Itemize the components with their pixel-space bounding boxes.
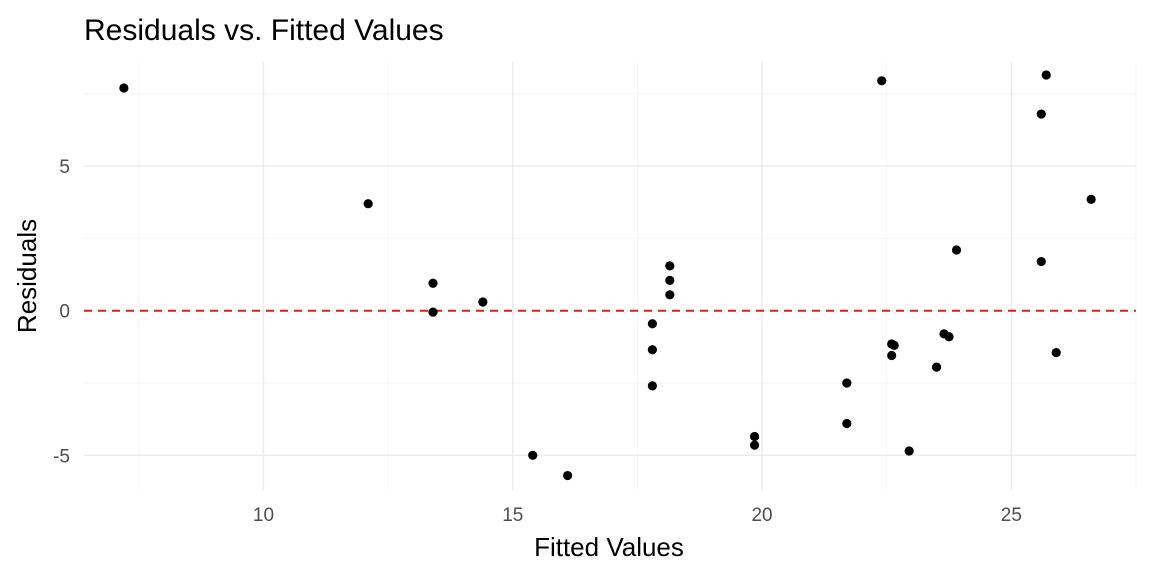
data-point <box>749 440 760 450</box>
data-point <box>363 199 373 209</box>
x-tick-label: 20 <box>751 505 772 526</box>
chart-title: Residuals vs. Fitted Values <box>84 14 444 47</box>
data-point <box>887 350 897 361</box>
y-axis-title: Residuals <box>12 219 42 333</box>
minor-gridlines <box>84 62 1137 490</box>
data-point <box>904 446 914 456</box>
data-point <box>1086 194 1096 204</box>
data-point <box>647 381 657 391</box>
data-point <box>665 275 675 285</box>
data-points <box>119 70 1096 481</box>
data-point <box>1036 109 1046 119</box>
data-point <box>944 332 954 342</box>
x-axis-title: Fitted Values <box>534 532 684 562</box>
data-point <box>1036 256 1046 267</box>
x-tick-label: 25 <box>1001 505 1022 526</box>
data-point <box>563 470 573 481</box>
data-point <box>1041 70 1051 80</box>
data-point <box>119 83 129 93</box>
y-tick-label: 5 <box>59 157 70 178</box>
major-gridlines <box>84 62 1136 490</box>
data-point <box>665 261 675 271</box>
data-point <box>647 319 657 329</box>
data-point <box>428 307 438 317</box>
y-tick-label: -5 <box>53 446 70 467</box>
x-axis-tick-labels: 10 15 20 25 <box>253 505 1022 526</box>
data-point <box>842 378 852 388</box>
data-point <box>749 431 760 442</box>
y-tick-label: 0 <box>59 302 70 323</box>
x-tick-label: 10 <box>253 505 274 526</box>
y-axis-tick-labels: -5 0 5 <box>53 157 70 467</box>
data-point <box>647 345 657 355</box>
data-point <box>1051 348 1061 358</box>
data-point <box>842 418 852 429</box>
data-point <box>528 450 538 460</box>
data-point <box>478 297 488 307</box>
data-point <box>951 245 962 255</box>
data-point <box>931 362 942 372</box>
data-point <box>665 290 675 300</box>
data-point <box>428 278 438 288</box>
data-point <box>889 340 899 351</box>
x-tick-label: 15 <box>502 505 523 526</box>
data-point <box>877 76 887 86</box>
